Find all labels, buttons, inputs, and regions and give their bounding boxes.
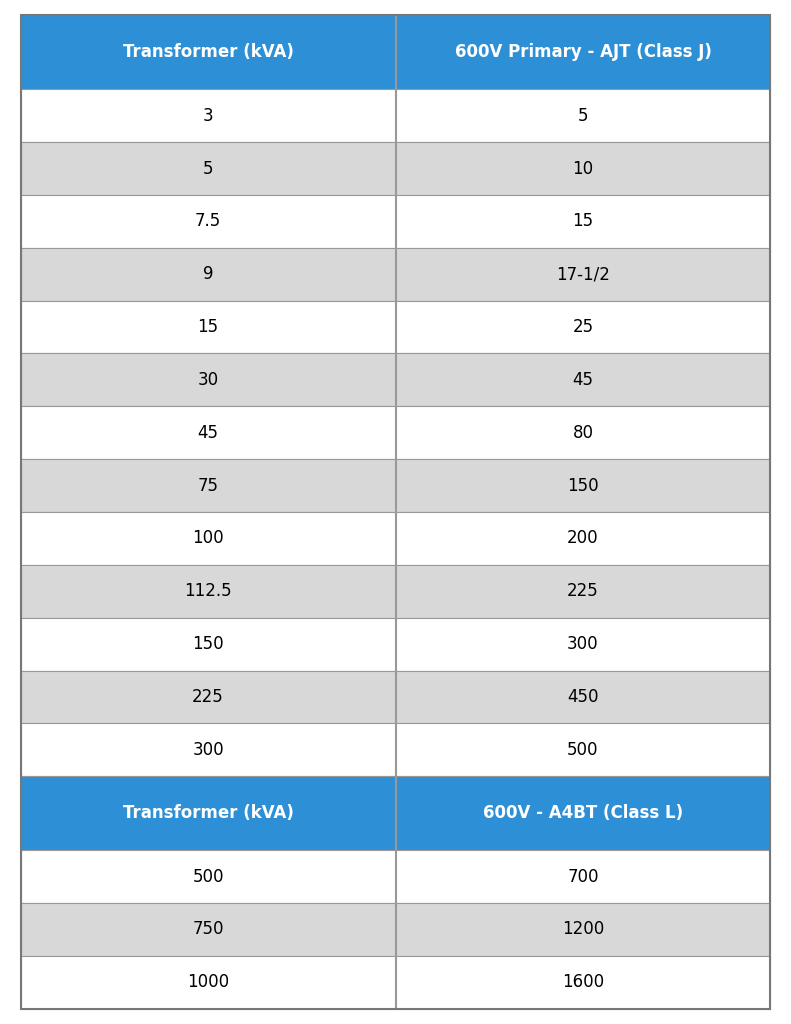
Bar [21,353,395,407]
Text: 600V - A4BT (Class L): 600V - A4BT (Class L) [483,804,683,822]
Text: 45: 45 [573,371,593,389]
Bar [396,353,770,407]
Bar [396,671,770,723]
Bar [21,723,395,776]
Bar [396,459,770,512]
Bar [21,671,395,723]
Bar [396,142,770,195]
Text: 7.5: 7.5 [195,212,221,230]
Bar [396,955,770,1009]
Text: 9: 9 [202,265,214,284]
Text: 3: 3 [202,106,214,125]
Text: 150: 150 [192,635,224,653]
Text: 700: 700 [567,867,599,886]
Text: 10: 10 [573,160,593,177]
Text: 5: 5 [577,106,589,125]
Text: 25: 25 [573,318,593,336]
Text: 500: 500 [567,740,599,759]
Text: Transformer (kVA): Transformer (kVA) [123,804,293,822]
Text: 15: 15 [198,318,218,336]
Text: 80: 80 [573,424,593,441]
Text: 300: 300 [192,740,224,759]
Text: 750: 750 [192,921,224,938]
Text: 17-1/2: 17-1/2 [556,265,610,284]
Bar [396,89,770,142]
Text: Transformer (kVA): Transformer (kVA) [123,43,293,61]
Bar [21,459,395,512]
Text: 1600: 1600 [562,973,604,991]
Text: 75: 75 [198,476,218,495]
Text: 450: 450 [567,688,599,706]
Bar [396,15,770,89]
Text: 200: 200 [567,529,599,548]
Bar [396,617,770,671]
Bar [21,617,395,671]
Text: 500: 500 [192,867,224,886]
Text: 15: 15 [573,212,593,230]
Text: 1000: 1000 [187,973,229,991]
Text: 225: 225 [192,688,224,706]
Bar [21,248,395,301]
Bar [396,512,770,565]
Bar [21,407,395,459]
Bar [396,850,770,903]
Bar [21,15,395,89]
Bar [396,723,770,776]
Bar [396,903,770,955]
Bar [396,195,770,248]
Text: 225: 225 [567,583,599,600]
Bar [396,407,770,459]
Text: 300: 300 [567,635,599,653]
Text: 600V Primary - AJT (Class J): 600V Primary - AJT (Class J) [455,43,711,61]
Bar [396,565,770,617]
Bar [21,850,395,903]
Text: 30: 30 [198,371,218,389]
Bar [396,776,770,850]
Bar [21,565,395,617]
Text: 5: 5 [202,160,214,177]
Bar [21,512,395,565]
Bar [21,142,395,195]
Bar [21,89,395,142]
Bar [21,955,395,1009]
Bar [396,248,770,301]
Bar [21,195,395,248]
Bar [21,776,395,850]
Bar [21,903,395,955]
Text: 100: 100 [192,529,224,548]
Bar [21,301,395,353]
Text: 1200: 1200 [562,921,604,938]
Text: 45: 45 [198,424,218,441]
Text: 112.5: 112.5 [184,583,232,600]
Text: 150: 150 [567,476,599,495]
Bar [396,301,770,353]
